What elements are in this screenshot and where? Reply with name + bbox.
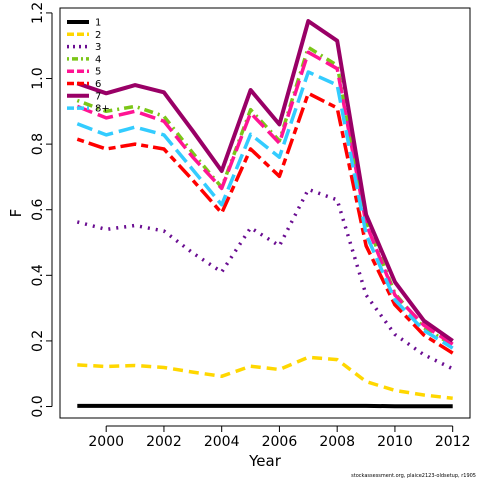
y-tick-label: 0.6	[30, 198, 46, 220]
legend-label-8plus: 8+	[95, 104, 110, 115]
y-axis-title: F	[7, 209, 25, 218]
x-axis: 2000 2002 2004 2006 2008 2010 2012	[88, 425, 471, 450]
x-tick-label: 2004	[204, 434, 240, 450]
plot-frame	[59, 7, 471, 419]
series-lines	[76, 19, 454, 409]
legend-label-6: 6	[95, 79, 101, 90]
y-tick-label: 0.4	[30, 264, 46, 286]
x-axis-title: Year	[248, 452, 282, 470]
series-line-8plus	[76, 70, 454, 350]
credit-text: stockassessment.org, plaice2123-oldsetup…	[351, 473, 476, 479]
series-line-2	[77, 355, 453, 401]
legend-label-2: 2	[95, 30, 101, 41]
x-tick-label: 2002	[146, 434, 182, 450]
legend-label-5: 5	[95, 67, 101, 78]
x-tick-label: 2006	[262, 434, 298, 450]
y-tick-label: 1.0	[30, 67, 46, 89]
legend-label-4: 4	[95, 54, 101, 65]
x-tick-label: 2000	[88, 434, 124, 450]
legend-label-3: 3	[95, 42, 101, 53]
y-tick-label: 0.2	[30, 330, 46, 352]
series-line-6	[76, 91, 454, 355]
series-line-3	[76, 187, 454, 371]
series-line-7	[76, 19, 454, 343]
legend-label-7: 7	[95, 91, 101, 102]
x-tick-label: 2008	[319, 434, 355, 450]
series-line-5	[76, 50, 454, 346]
x-tick-label: 2012	[435, 434, 471, 450]
y-tick-label: 1.2	[30, 2, 46, 24]
legend-label-1: 1	[95, 18, 101, 29]
y-axis: 0.0 0.2 0.4 0.6 0.8 1.0 1.2	[30, 2, 53, 418]
x-tick-label: 2010	[377, 434, 413, 450]
y-tick-label: 0.0	[30, 395, 46, 417]
y-tick-label: 0.8	[30, 133, 46, 155]
